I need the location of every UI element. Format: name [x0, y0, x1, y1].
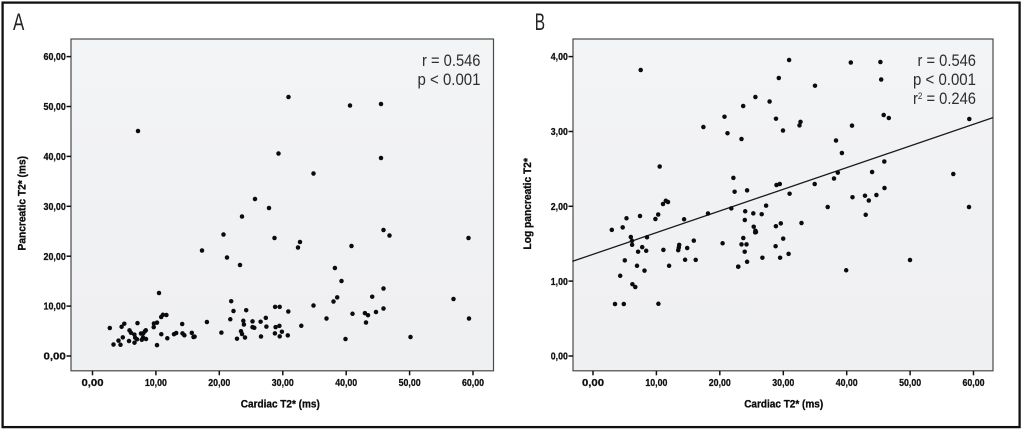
svg-text:0,00: 0,00 [582, 378, 604, 389]
svg-text:Cardiac T2* (ms): Cardiac T2* (ms) [744, 399, 823, 411]
svg-text:r2 = 0.246: r2 = 0.246 [913, 89, 976, 108]
svg-text:30,00: 30,00 [772, 378, 794, 389]
svg-text:4,00: 4,00 [551, 52, 568, 63]
svg-text:40,00: 40,00 [836, 378, 858, 389]
svg-text:B: B [535, 9, 545, 36]
svg-text:0,00: 0,00 [551, 352, 568, 363]
svg-text:r = 0.546: r = 0.546 [422, 51, 481, 70]
svg-text:60,00: 60,00 [963, 378, 985, 389]
svg-text:p < 0.001: p < 0.001 [418, 70, 481, 89]
svg-text:1,00: 1,00 [551, 277, 568, 288]
svg-text:2,00: 2,00 [551, 202, 568, 213]
svg-text:60,00: 60,00 [44, 52, 67, 63]
svg-text:Cardiac T2* (ms): Cardiac T2* (ms) [241, 399, 320, 411]
svg-text:Pancreatic T2* (ms): Pancreatic T2* (ms) [17, 156, 29, 251]
svg-text:Log pancreatic T2*: Log pancreatic T2* [522, 157, 534, 249]
svg-text:20,00: 20,00 [709, 378, 731, 389]
svg-text:0,00: 0,00 [44, 352, 67, 363]
svg-text:50,00: 50,00 [399, 378, 421, 389]
svg-text:50,00: 50,00 [899, 378, 921, 389]
svg-text:A: A [13, 9, 24, 36]
svg-text:r = 0.546: r = 0.546 [918, 51, 977, 70]
svg-text:30,00: 30,00 [272, 378, 294, 389]
svg-text:20,00: 20,00 [44, 252, 67, 263]
svg-text:20,00: 20,00 [208, 378, 230, 389]
svg-text:40,00: 40,00 [335, 378, 357, 389]
svg-text:10,00: 10,00 [44, 302, 67, 313]
svg-text:30,00: 30,00 [44, 202, 67, 213]
svg-text:40,00: 40,00 [44, 152, 67, 163]
svg-text:p < 0.001: p < 0.001 [913, 70, 976, 89]
svg-text:60,00: 60,00 [462, 378, 484, 389]
svg-text:50,00: 50,00 [44, 102, 67, 113]
svg-text:0,00: 0,00 [82, 378, 104, 389]
svg-text:10,00: 10,00 [645, 378, 667, 389]
svg-text:10,00: 10,00 [145, 378, 167, 389]
svg-text:3,00: 3,00 [551, 127, 568, 138]
